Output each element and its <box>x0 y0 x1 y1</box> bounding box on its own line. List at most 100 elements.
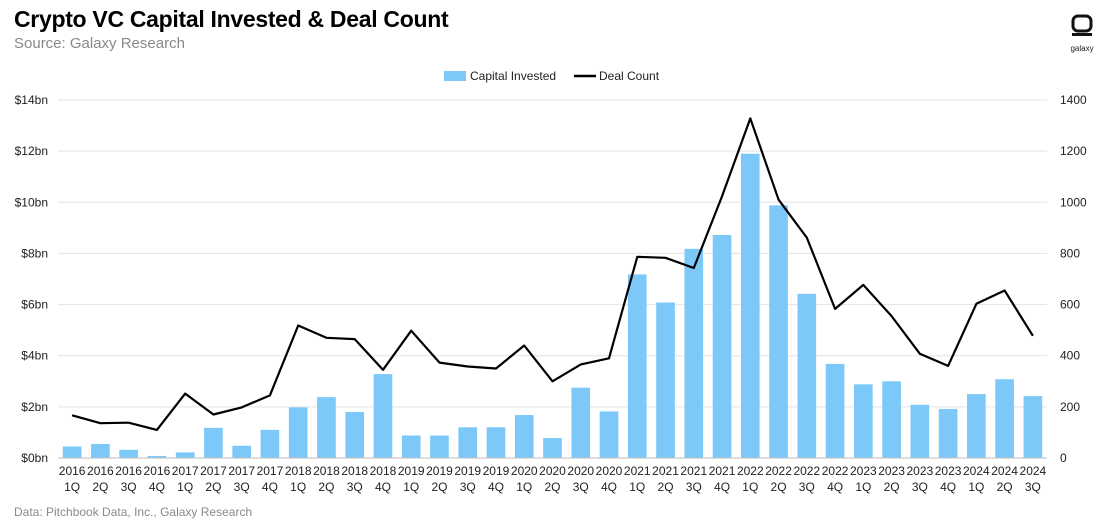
x-axis-tick-quarter: 1Q <box>403 480 419 494</box>
bar-capital-invested <box>656 302 675 458</box>
logo-text: galaxy <box>1070 44 1094 53</box>
bar-capital-invested <box>119 449 138 458</box>
bar-capital-invested <box>62 446 82 458</box>
x-axis-tick-year: 2017 <box>228 464 255 478</box>
left-axis-tick-label: $6bn <box>21 298 48 312</box>
bar-series-capital-invested <box>62 153 1043 458</box>
chart-subtitle: Source: Galaxy Research <box>14 35 185 52</box>
bar-capital-invested <box>430 435 449 458</box>
x-axis-tick-year: 2021 <box>680 464 707 478</box>
x-axis-tick-quarter: 2Q <box>997 480 1013 494</box>
bar-capital-invested <box>938 408 958 458</box>
chart-title: Crypto VC Capital Invested & Deal Count <box>14 6 449 32</box>
x-axis-tick-quarter: 1Q <box>742 480 758 494</box>
x-axis-tick-quarter: 4Q <box>827 480 843 494</box>
bar-capital-invested <box>260 429 280 458</box>
x-axis-tick-year: 2022 <box>793 464 820 478</box>
x-axis-tick-quarter: 4Q <box>488 480 504 494</box>
x-axis-tick-year: 2016 <box>115 464 142 478</box>
bar-capital-invested <box>317 397 336 458</box>
right-axis-tick-label: 400 <box>1060 349 1080 363</box>
x-axis-tick-year: 2019 <box>483 464 510 478</box>
right-axis-tick-label: 1000 <box>1060 195 1087 209</box>
x-axis-tick-quarter: 1Q <box>177 480 193 494</box>
x-axis-tick-quarter: 4Q <box>714 480 730 494</box>
x-axis-tick-year: 2023 <box>906 464 933 478</box>
x-axis-tick-quarter: 1Q <box>629 480 645 494</box>
legend-label-deal-count: Deal Count <box>599 69 660 83</box>
x-axis-tick-quarter: 2Q <box>92 480 108 494</box>
x-axis-tick-quarter: 1Q <box>290 480 306 494</box>
bar-capital-invested <box>147 455 167 458</box>
x-axis-tick-quarter: 2Q <box>544 480 560 494</box>
x-axis-tick-year: 2016 <box>144 464 171 478</box>
right-axis-tick-label: 600 <box>1060 298 1080 312</box>
bar-capital-invested <box>910 404 930 458</box>
axes: $0bn 0 $2bn 200 $4bn 400 $6bn 600 $8bn 800 $10bn 10… <box>15 93 1087 494</box>
galaxy-logo: galaxy <box>1068 14 1096 53</box>
x-axis-tick-quarter: 3Q <box>573 480 589 494</box>
x-axis-tick-quarter: 4Q <box>375 480 391 494</box>
x-axis-tick-year: 2024 <box>991 464 1018 478</box>
left-axis-tick-label: $8bn <box>21 246 48 260</box>
x-axis-tick-year: 2021 <box>652 464 679 478</box>
x-axis-tick-year: 2020 <box>567 464 594 478</box>
bar-capital-invested <box>995 379 1014 458</box>
left-axis-tick-label: $10bn <box>15 195 48 209</box>
x-axis-tick-quarter: 2Q <box>771 480 787 494</box>
x-axis-tick-year: 2016 <box>87 464 114 478</box>
x-axis-tick-year: 2017 <box>200 464 227 478</box>
bar-capital-invested <box>740 153 760 458</box>
bar-capital-invested <box>486 427 506 458</box>
x-axis-tick-year: 2020 <box>539 464 566 478</box>
x-axis-tick-year: 2020 <box>596 464 623 478</box>
x-axis-tick-year: 2018 <box>370 464 397 478</box>
bar-capital-invested <box>204 427 223 458</box>
x-axis-tick-year: 2019 <box>426 464 453 478</box>
x-axis-tick-year: 2023 <box>935 464 962 478</box>
bar-capital-invested <box>401 435 421 458</box>
x-axis-tick-quarter: 2Q <box>658 480 674 494</box>
x-axis-tick-quarter: 3Q <box>912 480 928 494</box>
x-axis-tick-quarter: 2Q <box>205 480 221 494</box>
x-axis-tick-quarter: 1Q <box>855 480 871 494</box>
x-axis-tick-quarter: 2Q <box>884 480 900 494</box>
galaxy-logo-icon <box>1071 14 1093 36</box>
legend-swatch-capital-invested <box>444 71 466 81</box>
right-axis-tick-label: 800 <box>1060 246 1080 260</box>
x-axis-tick-year: 2022 <box>822 464 849 478</box>
legend-label-capital-invested: Capital Invested <box>470 69 556 83</box>
x-axis-tick-year: 2019 <box>454 464 481 478</box>
chart-footer: Data: Pitchbook Data, Inc., Galaxy Resea… <box>14 505 253 519</box>
x-axis-tick-year: 2018 <box>341 464 368 478</box>
left-axis-tick-label: $0bn <box>21 451 48 465</box>
bar-capital-invested <box>288 407 308 458</box>
legend: Capital Invested Deal Count <box>444 69 660 83</box>
bar-capital-invested <box>232 445 251 458</box>
bar-capital-invested <box>967 394 986 458</box>
bar-capital-invested <box>175 452 195 458</box>
right-axis-tick-label: 0 <box>1060 451 1067 465</box>
bar-capital-invested <box>1023 396 1043 458</box>
x-axis-tick-quarter: 1Q <box>968 480 984 494</box>
bar-capital-invested <box>599 411 619 458</box>
x-axis-tick-quarter: 3Q <box>121 480 137 494</box>
x-axis-tick-year: 2021 <box>624 464 651 478</box>
right-axis-tick-label: 1200 <box>1060 144 1087 158</box>
x-axis-tick-quarter: 1Q <box>516 480 532 494</box>
x-axis-tick-year: 2022 <box>737 464 764 478</box>
right-axis-tick-label: 1400 <box>1060 93 1087 107</box>
bar-capital-invested <box>712 235 732 458</box>
deal-count-line <box>71 117 1034 431</box>
bar-capital-invested <box>91 443 110 458</box>
bar-capital-invested <box>543 438 562 458</box>
x-axis-tick-quarter: 3Q <box>347 480 363 494</box>
bar-capital-invested <box>854 384 873 458</box>
x-axis-tick-year: 2017 <box>172 464 199 478</box>
x-axis-tick-quarter: 3Q <box>686 480 702 494</box>
gridlines <box>58 99 1047 408</box>
x-axis-tick-quarter: 3Q <box>234 480 250 494</box>
x-axis-tick-quarter: 2Q <box>318 480 334 494</box>
x-axis-tick-quarter: 3Q <box>1025 480 1041 494</box>
left-axis-tick-label: $2bn <box>21 400 48 414</box>
